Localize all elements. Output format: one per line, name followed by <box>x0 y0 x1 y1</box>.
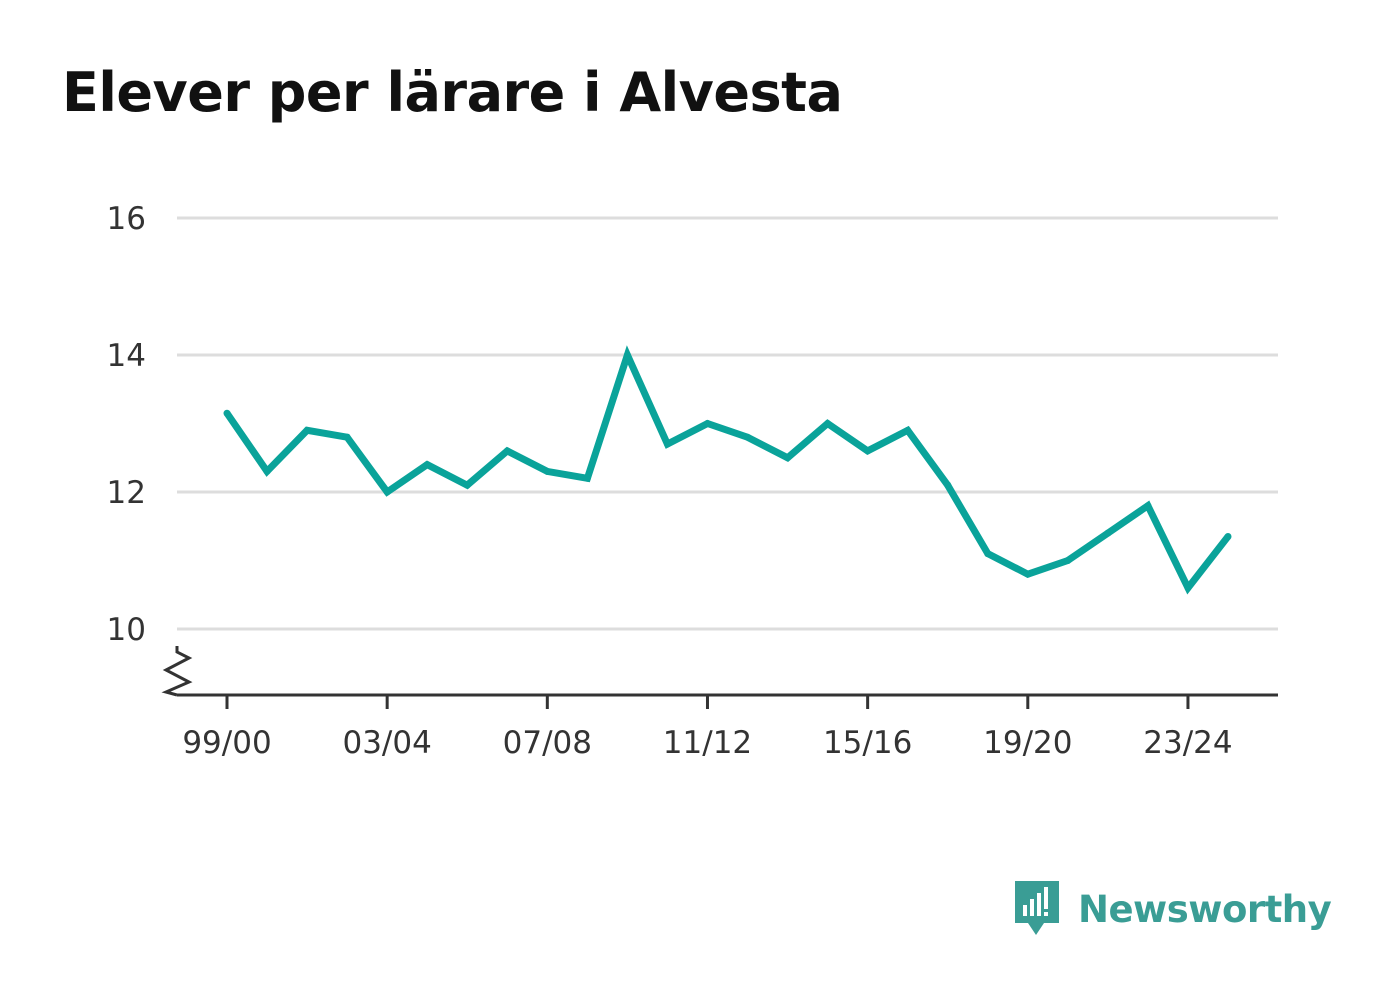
data-point <box>703 420 711 427</box>
x-tick-label: 23/24 <box>1143 725 1232 761</box>
data-point <box>784 454 792 462</box>
axis-break-icon <box>161 646 193 697</box>
brand-logo: Newsworthy <box>1012 878 1332 940</box>
chart-title: Elever per lärare i Alvesta <box>62 61 843 124</box>
y-tick-label: 12 <box>107 475 146 511</box>
data-point <box>423 461 431 469</box>
data-point <box>1224 533 1232 541</box>
newsworthy-logo-icon <box>1015 881 1059 935</box>
y-tick-label: 10 <box>107 612 146 648</box>
data-point <box>303 426 311 434</box>
data-point <box>383 488 391 496</box>
data-point <box>463 481 471 489</box>
x-axis-ticks: 99/00 03/04 07/08 11/12 15/16 19/20 23/24 <box>182 695 1233 761</box>
data-point <box>223 409 231 417</box>
x-tick-label: 15/16 <box>823 725 912 761</box>
x-tick-label: 99/00 <box>182 725 271 761</box>
data-point <box>663 440 671 448</box>
data-point <box>263 467 271 475</box>
gridlines <box>177 216 1278 631</box>
data-point <box>623 351 631 359</box>
x-tick-label: 11/12 <box>663 725 752 761</box>
x-axis <box>161 646 1278 697</box>
data-point <box>744 433 752 441</box>
series-group <box>223 345 1232 595</box>
data-point <box>864 447 872 455</box>
data-point <box>1184 584 1192 592</box>
data-point <box>944 481 952 489</box>
x-tick-label: 19/20 <box>983 725 1072 761</box>
data-point <box>503 447 511 455</box>
data-point <box>343 433 351 441</box>
data-point <box>904 426 912 434</box>
x-tick-label: 07/08 <box>503 725 592 761</box>
y-tick-label: 14 <box>107 338 146 374</box>
data-point <box>1064 557 1072 564</box>
data-point <box>824 420 832 427</box>
data-point <box>1104 529 1112 537</box>
data-point <box>583 474 591 482</box>
x-tick-label: 03/04 <box>342 725 431 761</box>
y-tick-label: 16 <box>107 201 146 237</box>
series-line <box>224 345 1231 595</box>
data-point <box>1024 570 1032 578</box>
data-point <box>543 467 551 475</box>
data-point <box>984 550 992 558</box>
y-axis-ticks: 10 12 14 16 <box>107 201 146 648</box>
brand-name: Newsworthy <box>1078 887 1332 931</box>
data-point <box>1144 502 1152 510</box>
